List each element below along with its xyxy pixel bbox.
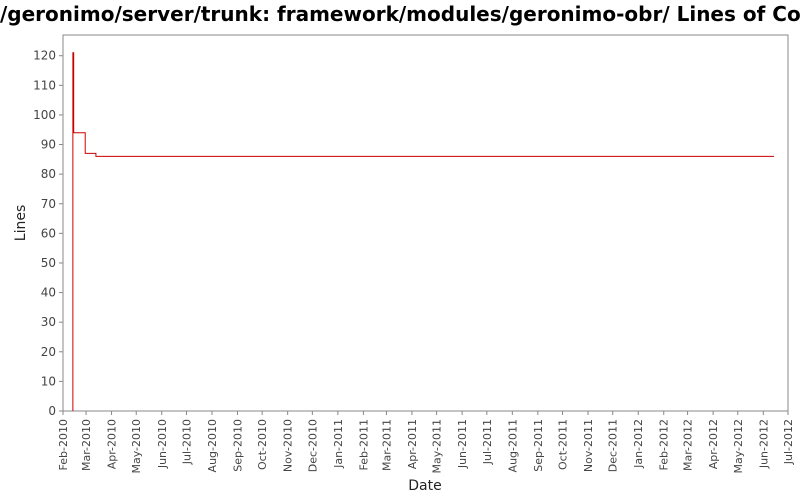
x-tick-label: Feb-2012 <box>658 419 671 470</box>
x-tick-label: Jun-2011 <box>456 419 469 469</box>
y-tick-label: 10 <box>41 374 56 388</box>
x-tick-label: Jan-2012 <box>632 419 645 469</box>
series-line-0 <box>72 52 775 411</box>
y-axis: 0 10 20 30 40 50 60 70 80 90 100 110 120 <box>33 49 63 418</box>
x-tick-label: Mar-2010 <box>80 419 93 471</box>
y-tick-label: 60 <box>41 226 56 240</box>
plot-area <box>62 34 789 412</box>
x-tick-label: Apr-2011 <box>406 419 419 469</box>
y-tick-label: 0 <box>48 404 56 418</box>
x-axis-label: Date <box>408 478 441 494</box>
x-tick-label: May-2011 <box>431 419 444 474</box>
y-tick-label: 100 <box>33 108 56 122</box>
x-tick-label: Oct-2011 <box>557 419 570 470</box>
x-tick-label: Sep-2011 <box>532 419 545 472</box>
x-tick-label: Apr-2010 <box>106 419 119 469</box>
x-tick-label: Jan-2011 <box>332 419 345 469</box>
x-tick-label: Dec-2010 <box>306 419 319 472</box>
x-tick-label: Mar-2011 <box>380 419 393 471</box>
x-tick-label: Jul-2012 <box>782 419 795 465</box>
y-axis-label: Lines <box>13 205 29 241</box>
x-tick-label: May-2012 <box>732 419 745 474</box>
x-tick-label: Nov-2010 <box>282 419 295 472</box>
y-tick-label: 120 <box>33 49 56 63</box>
y-tick-label: 70 <box>41 197 56 211</box>
chart-title: /geronimo/server/trunk: framework/module… <box>0 2 800 26</box>
x-axis: Feb-2010 Mar-2010 Apr-2010 May-2010 Jun-2010… <box>57 411 795 474</box>
x-tick-label: Mar-2012 <box>682 419 695 471</box>
y-tick-label: 110 <box>33 78 56 92</box>
x-tick-label: Sep-2010 <box>231 419 244 472</box>
x-tick-label: Aug-2011 <box>506 419 519 472</box>
series-layer <box>72 52 775 411</box>
x-tick-label: Jul-2010 <box>180 419 193 465</box>
x-tick-label: Oct-2010 <box>256 419 269 470</box>
x-tick-label: May-2010 <box>130 419 143 474</box>
y-tick-label: 40 <box>41 286 56 300</box>
x-tick-label: Dec-2011 <box>607 419 620 472</box>
x-tick-label: Feb-2010 <box>57 419 70 470</box>
x-tick-label: Aug-2010 <box>206 419 219 472</box>
x-tick-label: Jun-2012 <box>757 419 770 469</box>
y-tick-label: 50 <box>41 256 56 270</box>
y-tick-label: 80 <box>41 167 56 181</box>
x-tick-label: Jun-2010 <box>156 419 169 469</box>
y-tick-label: 30 <box>41 315 56 329</box>
x-tick-label: Feb-2011 <box>357 419 370 470</box>
x-tick-label: Jul-2011 <box>481 419 494 465</box>
x-tick-label: Nov-2011 <box>582 419 595 472</box>
y-tick-label: 20 <box>41 345 56 359</box>
y-tick-label: 90 <box>41 138 56 152</box>
x-tick-label: Apr-2012 <box>707 419 720 469</box>
